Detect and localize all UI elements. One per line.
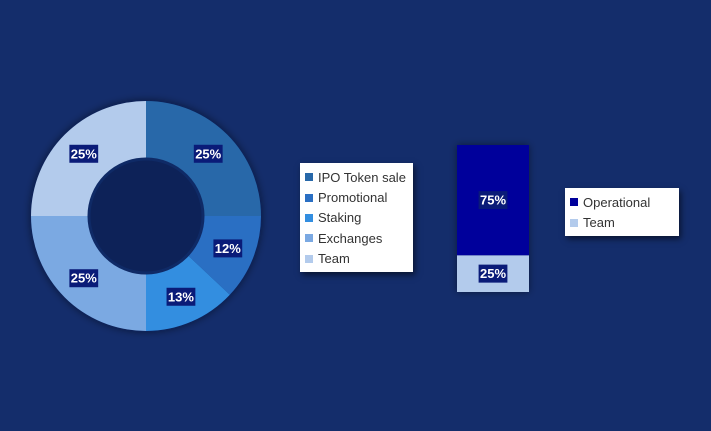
- legend-item[interactable]: Operational: [570, 192, 675, 212]
- bar-segment-label: 25%: [478, 264, 508, 283]
- data-label-bg: [69, 269, 99, 288]
- bar-legend: Operational Team: [565, 188, 679, 236]
- data-label: 25%: [71, 146, 97, 161]
- legend-swatch: [305, 193, 313, 202]
- legend-swatch: [305, 234, 313, 243]
- slice-label: 25%: [69, 144, 99, 163]
- legend-item[interactable]: Staking: [305, 208, 409, 228]
- data-label: 13%: [168, 289, 194, 304]
- legend-item[interactable]: Promotional: [305, 187, 409, 207]
- slice-label: 12%: [213, 239, 243, 258]
- data-label-bg: [193, 144, 223, 163]
- legend-swatch: [305, 173, 313, 182]
- legend-swatch: [305, 213, 313, 222]
- legend-item[interactable]: Exchanges: [305, 228, 409, 248]
- legend-item[interactable]: IPO Token sale: [305, 167, 409, 187]
- legend-label: Exchanges: [318, 230, 383, 246]
- data-label-bg: [166, 287, 196, 306]
- donut-hole-edge: [87, 157, 205, 275]
- legend-label: Team: [583, 215, 615, 231]
- bar-segment-label: 75%: [478, 191, 508, 210]
- data-label-bg: [69, 144, 99, 163]
- legend-item[interactable]: Team: [570, 212, 675, 232]
- slice-label: 13%: [166, 287, 196, 306]
- slice-label: 25%: [69, 269, 99, 288]
- legend-item[interactable]: Team: [305, 249, 409, 269]
- legend-label: IPO Token sale: [318, 169, 406, 185]
- legend-swatch: [570, 198, 578, 207]
- legend-label: Staking: [318, 210, 362, 226]
- legend-swatch: [305, 254, 313, 263]
- data-label: 25%: [71, 271, 97, 286]
- legend-label: Team: [318, 251, 350, 267]
- legend-label: Promotional: [318, 190, 388, 206]
- data-label: 25%: [480, 266, 506, 281]
- legend-label: Operational: [583, 194, 651, 210]
- slice-label: 25%: [193, 144, 223, 163]
- donut-chart: 25% 12% 13% 25% 25%: [30, 100, 262, 332]
- data-label-bg: [478, 264, 508, 283]
- data-label-bg: [478, 191, 508, 210]
- data-label-bg: [213, 239, 243, 258]
- legend-swatch: [570, 218, 578, 227]
- data-label: 12%: [215, 241, 241, 256]
- data-label: 25%: [195, 146, 221, 161]
- donut-legend: IPO Token sale Promotional Staking Excha…: [300, 163, 413, 272]
- data-label: 75%: [480, 193, 506, 208]
- stacked-bar-chart: 25% 75%: [457, 145, 529, 292]
